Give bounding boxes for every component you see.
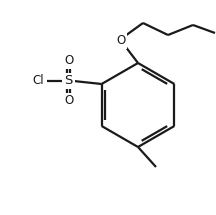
Text: O: O <box>64 95 73 108</box>
Text: O: O <box>116 34 126 48</box>
Text: Cl: Cl <box>33 75 44 88</box>
Text: O: O <box>64 54 73 68</box>
Text: S: S <box>64 75 73 88</box>
